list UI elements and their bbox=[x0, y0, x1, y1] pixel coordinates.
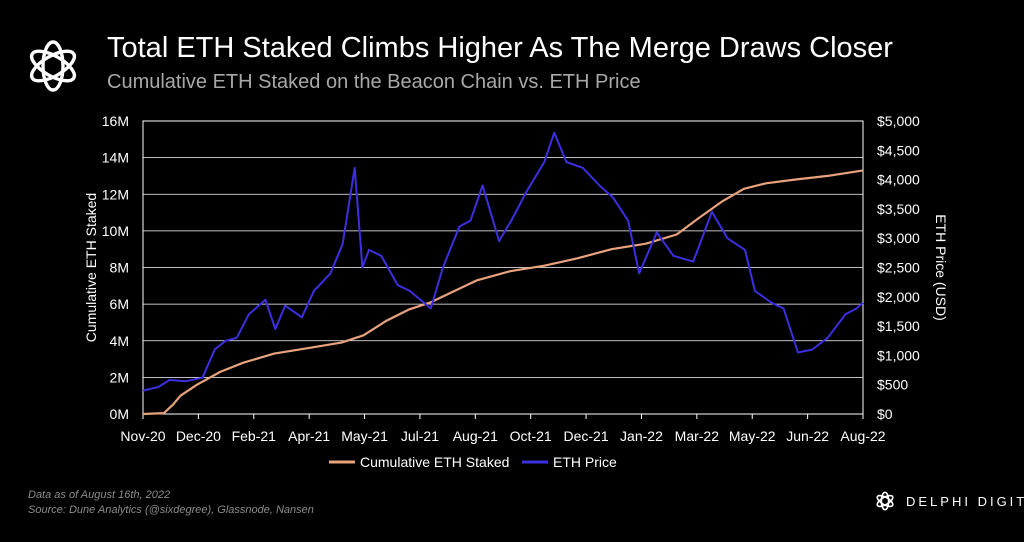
left-axis-label: Cumulative ETH Staked bbox=[83, 193, 99, 342]
right-tick-label: $500 bbox=[877, 377, 908, 393]
left-tick-label: 12M bbox=[102, 186, 129, 202]
left-tick-label: 4M bbox=[110, 333, 129, 349]
x-tick-label: Apr-21 bbox=[288, 428, 330, 444]
left-tick-label: 14M bbox=[102, 150, 129, 166]
chart-subtitle: Cumulative ETH Staked on the Beacon Chai… bbox=[107, 71, 641, 93]
right-tick-label: $1,500 bbox=[877, 318, 920, 334]
right-tick-label: $5,000 bbox=[877, 113, 920, 129]
left-tick-label: 0M bbox=[110, 406, 129, 422]
x-tick-label: Jun-22 bbox=[786, 428, 829, 444]
legend-price-label: ETH Price bbox=[553, 454, 617, 470]
left-tick-label: 2M bbox=[110, 369, 129, 385]
right-tick-label: $0 bbox=[877, 406, 893, 422]
brand-name: DELPHI DIGITAL bbox=[906, 493, 1024, 509]
left-tick-label: 8M bbox=[110, 260, 129, 276]
delphi-mark-icon bbox=[876, 491, 894, 511]
right-tick-label: $1,000 bbox=[877, 347, 920, 363]
source-note: Source: Dune Analytics (@sixdegree), Gla… bbox=[28, 504, 314, 516]
legend-staked-label: Cumulative ETH Staked bbox=[360, 454, 509, 470]
price-line bbox=[142, 131, 864, 392]
left-tick-label: 6M bbox=[110, 296, 129, 312]
x-tick-label: Mar-22 bbox=[675, 428, 720, 444]
right-tick-label: $2,500 bbox=[877, 260, 920, 276]
right-tick-label: $3,000 bbox=[877, 230, 920, 246]
x-tick-label: Jan-22 bbox=[620, 428, 663, 444]
x-tick-label: May-22 bbox=[729, 428, 776, 444]
left-tick-label: 16M bbox=[102, 113, 129, 129]
right-axis-label: ETH Price (USD) bbox=[933, 214, 949, 321]
x-tick-label: May-21 bbox=[341, 428, 388, 444]
chart-title: Total ETH Staked Climbs Higher As The Me… bbox=[107, 32, 893, 64]
x-tick-label: Jul-21 bbox=[401, 428, 439, 444]
right-tick-label: $3,500 bbox=[877, 201, 920, 217]
delphi-logo-icon bbox=[29, 40, 77, 92]
x-tick-label: Feb-21 bbox=[232, 428, 277, 444]
left-tick-label: 10M bbox=[102, 223, 129, 239]
right-tick-label: $4,500 bbox=[877, 142, 920, 158]
x-tick-label: Dec-21 bbox=[564, 428, 609, 444]
right-tick-label: $4,000 bbox=[877, 172, 920, 188]
x-tick-label: Dec-20 bbox=[176, 428, 221, 444]
brand: DELPHI DIGITAL bbox=[873, 489, 1024, 513]
x-tick-label: Aug-22 bbox=[840, 428, 885, 444]
x-tick-label: Nov-20 bbox=[120, 428, 165, 444]
data-date-note: Data as of August 16th, 2022 bbox=[28, 489, 171, 501]
staked-line bbox=[142, 169, 864, 416]
right-tick-label: $2,000 bbox=[877, 289, 920, 305]
x-tick-label: Aug-21 bbox=[453, 428, 498, 444]
x-tick-label: Oct-21 bbox=[510, 428, 552, 444]
